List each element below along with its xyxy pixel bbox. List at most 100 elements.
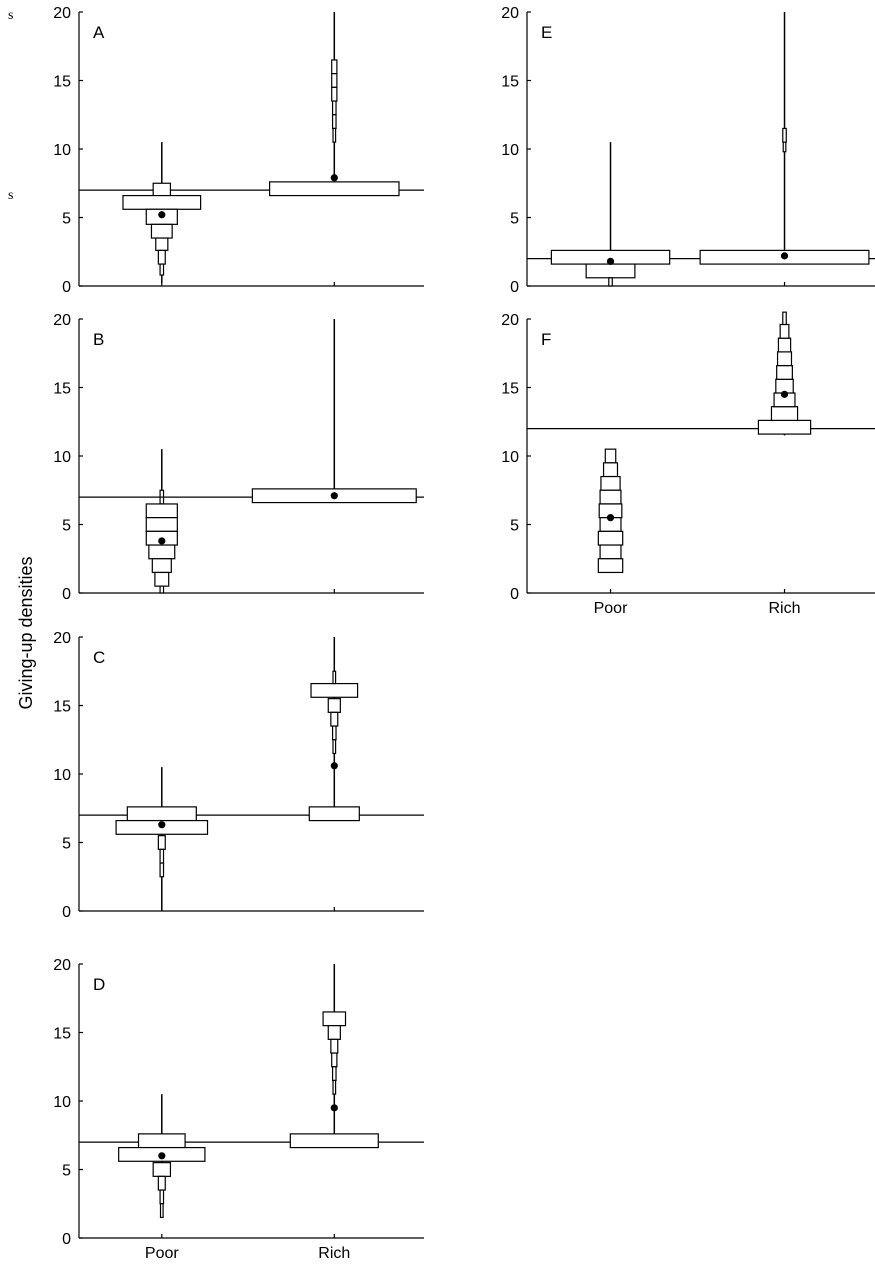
letter-value-box bbox=[331, 725, 337, 741]
box-group-rich bbox=[289, 964, 379, 1149]
x-tick-label-rich: Rich bbox=[769, 600, 801, 617]
letter-value-box bbox=[331, 1052, 338, 1068]
letter-value-box bbox=[148, 544, 176, 560]
letter-value-box bbox=[599, 544, 622, 560]
letter-value-box bbox=[159, 1203, 164, 1219]
letter-value-box bbox=[289, 1133, 379, 1149]
y-tick-label: 10 bbox=[501, 449, 519, 466]
median-point bbox=[330, 762, 338, 770]
letter-value-box bbox=[782, 127, 787, 143]
y-tick-label: 5 bbox=[62, 1163, 71, 1180]
letter-value-box bbox=[137, 1133, 186, 1149]
box-group-poor bbox=[122, 142, 202, 284]
x-tick-label-poor: Poor bbox=[145, 1245, 179, 1262]
y-tick-label: 15 bbox=[501, 74, 519, 91]
y-tick-label: 5 bbox=[62, 211, 71, 228]
median-point bbox=[330, 1104, 338, 1112]
letter-value-box bbox=[154, 571, 170, 587]
y-tick-label: 10 bbox=[53, 1094, 71, 1111]
box-group-poor bbox=[145, 449, 178, 594]
box-group-poor bbox=[118, 1094, 206, 1219]
letter-value-box bbox=[779, 323, 790, 339]
median-point bbox=[780, 390, 789, 398]
box-group-rich bbox=[251, 319, 417, 504]
y-tick-label: 10 bbox=[501, 142, 519, 159]
letter-value-box bbox=[145, 517, 178, 532]
median-point bbox=[606, 514, 615, 522]
box-group-poor bbox=[115, 767, 209, 911]
letter-value-box bbox=[332, 127, 337, 143]
y-tick-label: 20 bbox=[53, 312, 71, 329]
y-tick-label: 15 bbox=[53, 74, 71, 91]
clipped-text-fragment-middle: s bbox=[8, 188, 13, 203]
panel-letter: C bbox=[93, 648, 105, 667]
y-tick-label: 0 bbox=[62, 279, 71, 296]
y-tick-label: 20 bbox=[53, 5, 71, 22]
box-group-rich bbox=[308, 637, 360, 822]
median-point bbox=[330, 492, 338, 500]
letter-value-box bbox=[332, 1079, 337, 1095]
y-axis-label: Giving-up densities bbox=[16, 556, 36, 709]
y-tick-label: 0 bbox=[62, 904, 71, 921]
box-group-rich bbox=[757, 311, 812, 436]
letter-value-box bbox=[152, 1162, 172, 1177]
letter-value-box bbox=[327, 698, 341, 713]
letter-value-box bbox=[782, 141, 787, 153]
letter-value-box bbox=[155, 237, 169, 251]
letter-value-box bbox=[159, 1189, 165, 1205]
box-group-rich bbox=[269, 12, 400, 197]
median-point bbox=[158, 211, 166, 219]
median-point bbox=[158, 537, 166, 545]
letter-value-box bbox=[330, 1038, 339, 1054]
letter-value-box bbox=[269, 181, 400, 197]
letter-value-box bbox=[599, 489, 622, 505]
panel-e: 0 5 10 15 20 E bbox=[501, 5, 875, 296]
letter-value-box bbox=[331, 86, 338, 102]
panel-letter: A bbox=[93, 23, 105, 42]
y-tick-label: 20 bbox=[53, 630, 71, 647]
letter-value-box bbox=[776, 364, 793, 380]
y-tick-label: 10 bbox=[53, 767, 71, 784]
panel-c: 0 5 10 15 20 C bbox=[53, 630, 424, 921]
x-tick-label-poor: Poor bbox=[594, 600, 628, 617]
letter-value-box bbox=[332, 670, 337, 685]
median-point bbox=[158, 821, 166, 829]
letter-value-box bbox=[159, 489, 165, 498]
letter-value-box bbox=[600, 475, 621, 491]
letter-value-box bbox=[597, 558, 624, 574]
letter-value-box bbox=[330, 711, 339, 727]
y-tick-label: 5 bbox=[62, 518, 71, 535]
y-tick-label: 15 bbox=[501, 381, 519, 398]
y-tick-label: 15 bbox=[53, 699, 71, 716]
letter-value-box bbox=[331, 1066, 337, 1082]
letter-value-box bbox=[327, 1025, 341, 1040]
letter-value-box bbox=[157, 1175, 166, 1191]
panel-a: 0 5 10 15 20 A bbox=[53, 5, 424, 296]
y-tick-label: 5 bbox=[510, 518, 519, 535]
letter-value-box bbox=[782, 311, 787, 326]
letter-value-box bbox=[308, 806, 360, 822]
letter-value-box bbox=[126, 806, 197, 822]
letter-value-box bbox=[604, 448, 617, 464]
letter-value-box bbox=[159, 496, 165, 505]
panel-letter: B bbox=[93, 330, 104, 349]
letter-value-box bbox=[157, 835, 166, 850]
letter-value-box bbox=[332, 739, 337, 755]
median-point bbox=[780, 252, 789, 260]
median-point bbox=[606, 257, 615, 265]
y-tick-label: 20 bbox=[501, 312, 519, 329]
letter-value-box bbox=[150, 223, 173, 239]
y-tick-label: 0 bbox=[510, 279, 519, 296]
y-tick-label: 10 bbox=[53, 142, 71, 159]
letter-value-box bbox=[159, 263, 165, 276]
letter-value-box bbox=[777, 337, 792, 353]
y-tick-label: 15 bbox=[53, 381, 71, 398]
y-tick-label: 5 bbox=[62, 836, 71, 853]
median-point bbox=[158, 1152, 166, 1160]
box-group-rich bbox=[699, 12, 870, 265]
letter-value-box bbox=[585, 263, 636, 279]
box-group-poor bbox=[597, 448, 624, 574]
y-tick-label: 0 bbox=[510, 586, 519, 603]
panel-letter: F bbox=[541, 330, 551, 349]
letter-value-box bbox=[331, 59, 338, 75]
